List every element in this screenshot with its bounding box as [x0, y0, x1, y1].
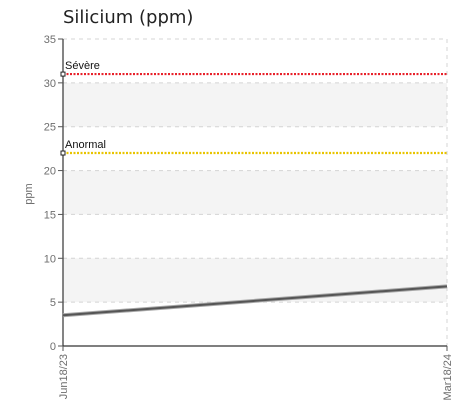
x-tick-label: Jun18/23: [58, 354, 70, 399]
y-tick-label: 15: [44, 209, 56, 221]
axes: [62, 39, 447, 347]
y-tick-label: 25: [44, 122, 56, 134]
x-tick-label: Mar18/24: [442, 354, 454, 400]
band: [63, 258, 447, 303]
series: [62, 284, 448, 318]
x-axis-ticks: Jun18/23 Mar18/24: [58, 346, 454, 400]
band: [63, 82, 447, 127]
band: [63, 170, 447, 215]
series-line: [62, 285, 448, 317]
reference-marker: [60, 150, 66, 156]
background-bands: [63, 82, 447, 303]
y-tick-label: 10: [44, 253, 56, 265]
y-axis-ticks: 0 5 10 15 20 25 30 35: [44, 34, 63, 353]
reference-line-label: Anormal: [65, 139, 106, 151]
y-tick-label: 35: [44, 34, 56, 46]
reference-lines: Sévère Anormal: [60, 60, 447, 156]
y-axis-title: ppm: [23, 183, 35, 204]
y-tick-label: 20: [44, 166, 56, 178]
reference-marker: [60, 71, 66, 77]
y-tick-label: 5: [50, 297, 56, 309]
chart-title: Silicium (ppm): [63, 7, 194, 28]
y-tick-label: 0: [50, 341, 56, 353]
reference-line-label: Sévère: [65, 60, 100, 72]
y-tick-label: 30: [44, 78, 56, 90]
